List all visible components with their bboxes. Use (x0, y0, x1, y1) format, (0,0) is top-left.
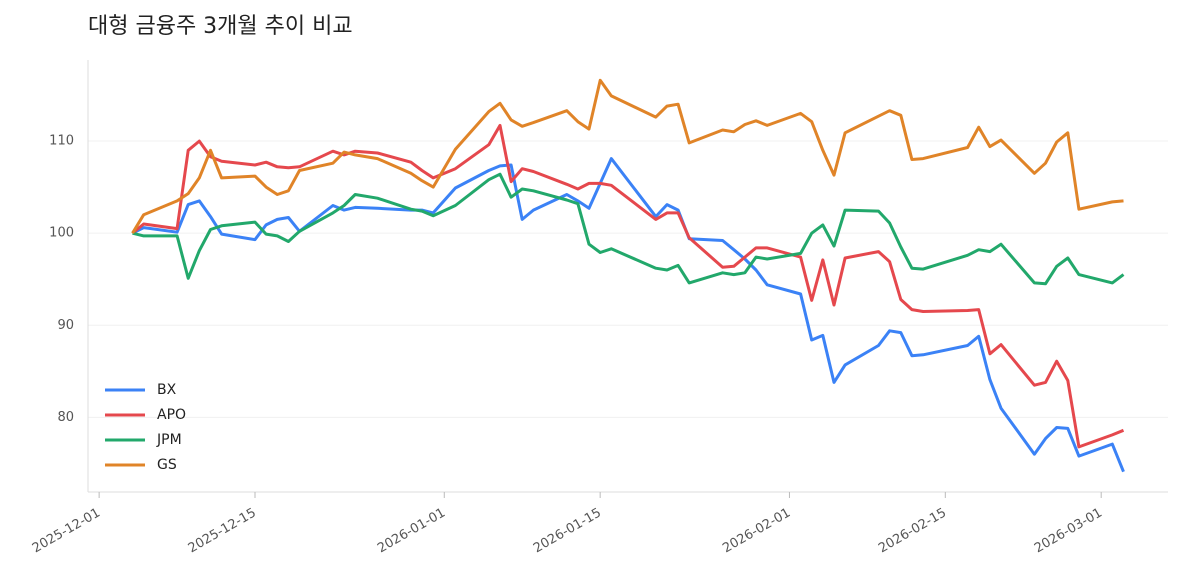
y-tick-label: 100 (49, 226, 74, 241)
legend-label: GS (157, 457, 177, 473)
x-tick-label: 2026-01-15 (531, 506, 604, 557)
x-tick-label: 2025-12-15 (186, 506, 259, 557)
y-tick-label: 110 (49, 134, 74, 149)
x-tick-label: 2026-02-15 (876, 506, 949, 557)
series-line (131, 123, 1125, 449)
series-line (131, 157, 1125, 473)
x-tick-label: 2026-01-01 (375, 506, 448, 557)
chart-title: 대형 금융주 3개월 추이 비교 (88, 14, 353, 39)
x-tick-label: 2026-02-01 (720, 506, 793, 557)
series-line (131, 78, 1124, 234)
y-tick-label: 90 (57, 318, 74, 333)
legend-label: APO (157, 407, 186, 423)
legend-label: JPM (156, 432, 182, 448)
y-tick-label: 80 (57, 410, 74, 425)
series-line (132, 172, 1125, 286)
x-tick-label: 2026-03-01 (1032, 506, 1105, 557)
legend-label: BX (157, 382, 177, 398)
x-tick-label: 2025-12-01 (30, 506, 103, 557)
